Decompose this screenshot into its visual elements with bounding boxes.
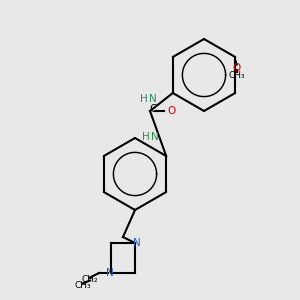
Text: H: H <box>140 94 147 104</box>
Text: H: H <box>142 131 150 142</box>
Text: O: O <box>232 62 241 73</box>
Text: CH₃: CH₃ <box>74 280 91 290</box>
Text: C: C <box>149 104 157 115</box>
Text: N: N <box>133 238 140 248</box>
Text: CH₃: CH₃ <box>228 70 245 80</box>
Text: N: N <box>106 268 113 278</box>
Text: O: O <box>167 106 175 116</box>
Text: N: N <box>151 131 159 142</box>
Text: N: N <box>148 94 156 104</box>
Text: CH₂: CH₂ <box>82 274 98 284</box>
